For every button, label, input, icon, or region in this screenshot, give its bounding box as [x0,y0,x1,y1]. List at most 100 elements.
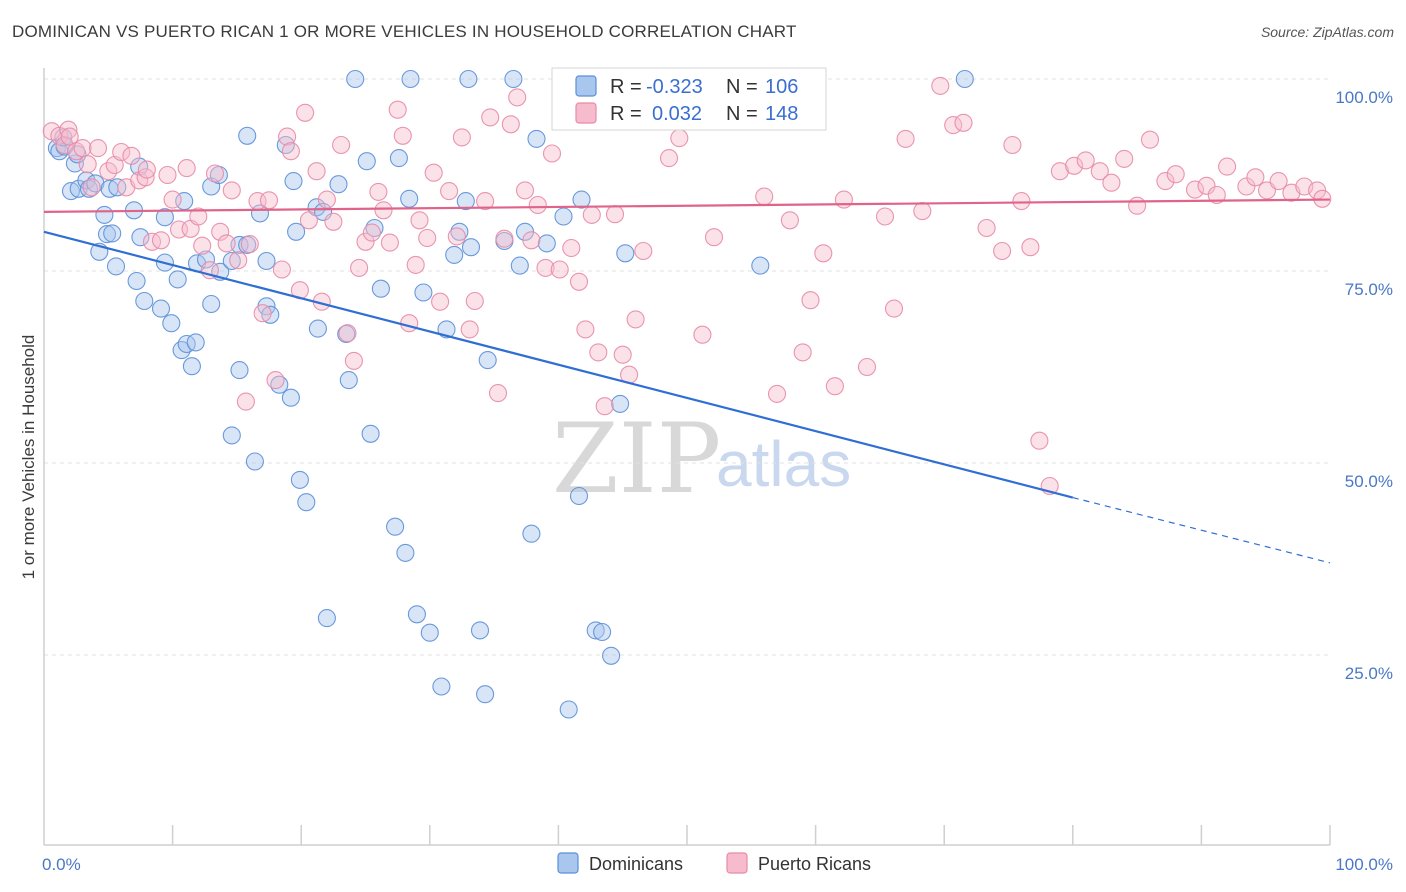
legend-swatch-puerto-ricans [575,102,597,124]
puerto-rican-point [481,108,500,127]
puerto-rican-point [1246,168,1265,187]
dominican-point [151,299,171,318]
puerto-rican-point [913,202,932,221]
dominican-point [177,334,196,354]
puerto-rican-point [259,191,279,210]
dominican-point [456,192,475,211]
bottom-swatch-puerto-ricans [726,852,748,874]
puerto-rican-point [857,357,877,377]
dominican-point [339,371,358,390]
puerto-rican-point [550,260,569,279]
puerto-rican-point [460,320,479,339]
x-tick-label-min: 0.0% [42,855,81,874]
dominican-point [317,609,336,628]
puerto-rican-point [488,384,508,403]
dominican-point [611,394,630,413]
legend-box [551,67,827,131]
puerto-rican-point [137,160,156,179]
dominican-point [297,493,316,512]
bottom-legend-puerto-ricans: Puerto Ricans [758,854,871,874]
puerto-rican-point [589,343,608,362]
puerto-rican-point [1102,173,1121,192]
puerto-rican-point [338,324,357,343]
dominican-point [186,333,205,352]
dominican-point [290,470,309,489]
source-credit: Source: ZipAtlas.com [1260,24,1394,40]
puerto-rican-point [522,231,541,250]
legend-r-value-2: 0.032 [652,103,702,125]
puerto-rican-point [410,211,429,230]
dominican-point [414,283,433,302]
y-axis-label: 1 or more Vehicles in Household [19,335,38,580]
puerto-rican-point [299,211,318,230]
puerto-rican-point [780,211,799,230]
puerto-rican-point [536,258,555,277]
dominican-point [261,305,280,324]
puerto-rican-point [440,182,459,201]
puerto-rican-point [59,120,78,139]
puerto-rican-point [1076,151,1095,170]
puerto-rican-point [388,100,407,119]
dominican-point [202,294,221,314]
puerto-rican-point [1207,185,1226,205]
watermark-zip: ZIP [552,403,721,515]
chart-title: DOMINICAN VS PUERTO RICAN 1 OR MORE VEHI… [12,22,797,41]
dominican-point [308,319,327,338]
puerto-rican-point [356,232,375,251]
puerto-rican-point [350,258,369,277]
puerto-rican-point [112,142,131,162]
dominican-point [459,69,478,89]
puerto-rican-point [1021,238,1040,257]
dominican-point [172,341,191,360]
puerto-rican-point [177,159,196,178]
dominican-point [357,152,376,171]
dominican-point [476,685,495,704]
puerto-rican-point [88,139,108,158]
puerto-rican-point [324,212,343,231]
puerto-rican-point [896,129,915,148]
legend-n-value-2: 148 [765,103,798,125]
dominican-point [616,244,635,263]
dominican-point [95,205,114,224]
dominican-point [461,238,481,257]
puerto-rican-point [1218,157,1237,176]
dominican-point [155,208,174,227]
y-tick-label: 25.0% [1345,664,1393,683]
dominican-point [196,250,216,269]
puerto-rican-point [605,205,625,224]
puerto-rican-point [217,234,236,253]
puerto-rican-point [73,139,92,158]
puerto-rican-point [801,291,820,310]
puerto-rican-point [281,142,300,161]
puerto-rican-point [834,190,853,209]
dominican-point [602,646,621,665]
puerto-rican-point [272,260,291,279]
puerto-rican-point [1050,162,1069,181]
dominican-point [337,324,356,344]
puerto-rican-point [528,195,547,215]
puerto-rican-point [767,384,787,403]
puerto-rican-point [476,192,495,211]
dominicans-trend-line [43,230,1074,499]
dominican-point [257,251,276,271]
dominican-point [527,129,546,148]
dominicans-trend-extension [1072,496,1331,564]
puerto-rican-point [562,238,581,258]
puerto-rican-point [205,164,225,183]
puerto-rican-point [163,190,182,209]
puerto-rican-point [626,310,645,329]
puerto-rican-point [1128,196,1147,215]
legend-r-label-2: R = [610,103,642,125]
dominican-point [510,256,529,275]
puerto-rican-point [278,127,297,146]
puerto-rican-point [1115,149,1134,168]
puerto-rican-point [1140,130,1160,149]
puerto-rican-point [211,222,230,241]
dominican-point [559,700,578,719]
watermark-atlas: atlas [716,428,851,500]
puerto-rican-point [189,207,208,226]
puerto-rican-point [142,232,162,251]
dominican-point [401,69,420,89]
y-tick-labels: 25.0% 50.0% 75.0% 100.0% [1335,88,1393,683]
legend-swatch-dominicans [575,75,597,97]
